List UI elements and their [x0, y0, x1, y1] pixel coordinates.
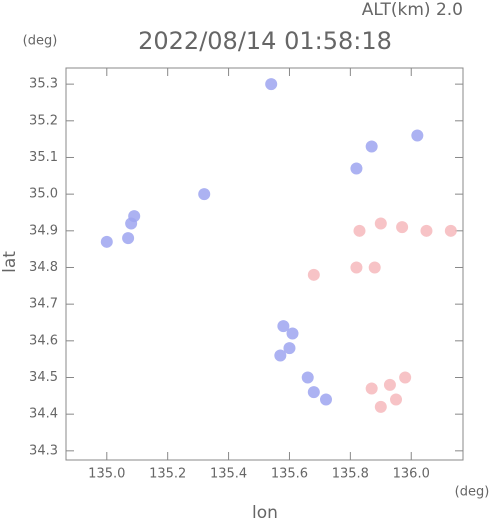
altitude-label: ALT(km) 2.0 [362, 0, 463, 20]
x-tick-label: 135.0 [88, 467, 125, 482]
echo-point [198, 188, 211, 201]
echo-point [368, 261, 381, 274]
x-tick-label: 135.8 [332, 467, 369, 482]
echo-point [374, 217, 387, 230]
echo-point [350, 261, 363, 274]
echo-point [411, 129, 424, 142]
chart-title: 2022/08/14 01:58:18 [138, 27, 392, 55]
y-tick-label: 34.7 [29, 297, 58, 312]
echo-point [350, 162, 363, 175]
echo-point [283, 342, 296, 355]
y-tick-label: 34.6 [29, 333, 58, 348]
plot-frame [65, 67, 464, 461]
y-tick-label: 35.2 [29, 113, 58, 128]
y-tick-label: 34.8 [29, 260, 58, 275]
echo-point [383, 378, 396, 391]
x-tick-label: 135.6 [271, 467, 308, 482]
y-tick-label: 35.1 [29, 150, 58, 165]
echo-point [365, 382, 378, 395]
echo-point [286, 327, 299, 340]
y-tick-label: 35.3 [29, 77, 58, 92]
echo-point [390, 393, 403, 406]
echo-point [307, 268, 320, 281]
y-tick-label: 34.5 [29, 370, 58, 385]
echo-point [122, 232, 135, 245]
x-tick-label: 135.4 [210, 467, 247, 482]
y-tick-label: 34.3 [29, 443, 58, 458]
y-tick-label: 34.4 [29, 407, 58, 422]
echo-point [265, 78, 278, 91]
echo-point [274, 349, 287, 362]
echo-point [100, 235, 113, 248]
echo-point [365, 140, 378, 153]
echo-point [128, 210, 141, 223]
y-axis-label: lat [0, 251, 20, 273]
echo-point [399, 371, 412, 384]
x-tick-label: 136.0 [393, 467, 430, 482]
echo-point [374, 400, 387, 413]
y-unit: (deg) [23, 34, 58, 49]
x-axis-label: lon [252, 503, 278, 521]
echo-point [396, 221, 409, 234]
y-tick-label: 34.9 [29, 223, 58, 238]
x-unit: (deg) [455, 485, 490, 500]
echo-point [319, 393, 332, 406]
echo-point [277, 320, 290, 333]
y-tick-label: 35.0 [29, 187, 58, 202]
echo-point [353, 224, 366, 237]
echo-point [444, 224, 457, 237]
x-tick-label: 135.2 [149, 467, 186, 482]
echo-point [301, 371, 314, 384]
echo-point [420, 224, 433, 237]
echo-point [307, 386, 320, 399]
